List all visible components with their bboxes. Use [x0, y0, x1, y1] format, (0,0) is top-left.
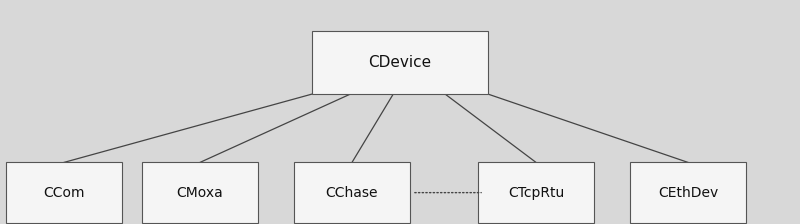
Text: CChase: CChase	[326, 186, 378, 200]
Text: CTcpRtu: CTcpRtu	[508, 186, 564, 200]
Text: CEthDev: CEthDev	[658, 186, 718, 200]
Text: CCom: CCom	[43, 186, 85, 200]
Text: CDevice: CDevice	[369, 55, 431, 70]
FancyBboxPatch shape	[478, 162, 594, 223]
Text: CMoxa: CMoxa	[177, 186, 223, 200]
FancyBboxPatch shape	[294, 162, 410, 223]
FancyBboxPatch shape	[6, 162, 122, 223]
FancyBboxPatch shape	[312, 31, 488, 94]
FancyBboxPatch shape	[142, 162, 258, 223]
FancyBboxPatch shape	[630, 162, 746, 223]
